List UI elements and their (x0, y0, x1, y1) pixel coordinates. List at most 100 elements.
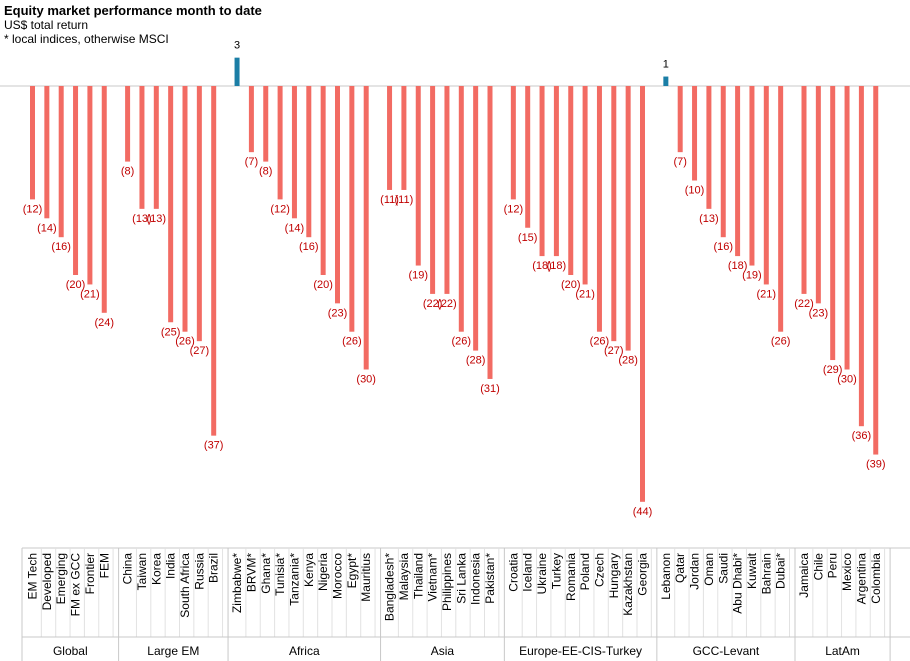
bar-mauritius (363, 86, 369, 370)
group-label-europe-ee-cis-turkey: Europe-EE-CIS-Turkey (519, 644, 642, 658)
bar-pakistan- (487, 86, 493, 379)
bar-korea (153, 86, 159, 209)
value-label: (13) (132, 213, 152, 225)
bar-bahrain (763, 86, 769, 285)
category-label: EM Tech (26, 553, 40, 599)
category-label: Oman (702, 553, 716, 586)
bar-jordan (692, 86, 698, 181)
category-label: South Africa (178, 553, 192, 618)
category-label: Jordan (688, 553, 702, 590)
category-label: Kenya (302, 553, 316, 587)
category-label: Egypt* (345, 553, 359, 589)
group-label-asia: Asia (431, 644, 455, 658)
category-label: Tunisia* (273, 553, 287, 596)
category-label: BRVM* (244, 553, 258, 592)
bar-qatar (677, 86, 683, 153)
value-label: (26) (590, 336, 610, 348)
bar-fm-ex-gcc (73, 86, 79, 275)
category-label: Hungary (607, 553, 621, 598)
value-label: (11) (380, 194, 399, 206)
value-label: (10) (685, 185, 705, 197)
category-label: Qatar (673, 553, 687, 583)
bar-vietnam- (430, 86, 436, 294)
value-label: (12) (23, 203, 43, 215)
value-label: (21) (575, 288, 595, 300)
value-label: (37) (204, 440, 224, 452)
bar-frontier (87, 86, 93, 285)
value-label: (22) (794, 298, 814, 310)
value-label: (19) (408, 270, 428, 282)
value-label: (26) (175, 336, 195, 348)
value-label: (18) (547, 260, 567, 272)
category-label: Ukraine (535, 553, 549, 595)
bar-kenya (306, 86, 312, 238)
bar-south-africa (182, 86, 188, 332)
category-label: Argentina (854, 553, 868, 605)
bar-emerging (58, 86, 64, 238)
value-label: (36) (852, 430, 872, 442)
value-label: 1 (663, 59, 669, 71)
bar-developed (44, 86, 50, 219)
bar-taiwan (139, 86, 145, 209)
value-label: (20) (561, 279, 581, 291)
category-label: Kuwait (745, 552, 759, 589)
value-label: (24) (94, 317, 114, 329)
category-label: Saudi (716, 553, 730, 584)
category-label: Nigeria (316, 553, 330, 591)
bar-colombia (873, 86, 879, 455)
value-label: (16) (51, 241, 71, 253)
value-label: (29) (823, 364, 843, 376)
category-label: Sri Lanka (454, 553, 468, 604)
category-label: Abu Dhabi* (731, 553, 745, 614)
value-label: (26) (771, 336, 791, 348)
bar-oman (706, 86, 712, 209)
value-label: (21) (80, 288, 100, 300)
chart-title: Equity market performance month to date (4, 3, 262, 18)
value-label: (7) (673, 156, 686, 168)
bar-em-tech (30, 86, 35, 200)
category-label: FEM (97, 553, 111, 578)
bar-brvm- (248, 86, 254, 153)
value-label: (14) (37, 222, 57, 234)
bar-morocco (335, 86, 340, 304)
bar-lebanon (663, 76, 669, 86)
value-label: (28) (466, 355, 486, 367)
category-label: FM ex GCC (69, 553, 83, 617)
value-label: (31) (480, 383, 500, 395)
bar-indonesia (473, 86, 479, 351)
category-label: Tanzania* (287, 553, 301, 606)
category-label: Korea (149, 553, 163, 585)
category-label: China (121, 553, 135, 585)
category-label: Russia (192, 553, 206, 590)
bar-kuwait (749, 86, 755, 266)
bar-philippines (444, 86, 450, 294)
category-label: Malaysia (397, 553, 411, 601)
bar-kazakhstan (625, 86, 631, 351)
bar-nigeria (320, 86, 326, 275)
value-label: (26) (342, 336, 362, 348)
value-label: (16) (299, 241, 319, 253)
bar-turkey (553, 86, 559, 257)
group-label-africa: Africa (289, 644, 320, 658)
bar-zimbabwe- (234, 57, 240, 86)
category-label: India (164, 553, 178, 579)
chart-note: * local indices, otherwise MSCI (4, 32, 169, 46)
value-label: (21) (757, 288, 777, 300)
value-label: (20) (313, 279, 333, 291)
category-label: Pakistan* (483, 553, 497, 604)
category-label: Philippines (440, 553, 454, 611)
category-label: Bahrain (759, 553, 773, 594)
category-label: Georgia (636, 553, 650, 596)
bar-iceland (525, 86, 531, 228)
category-label: Zimbabwe* (230, 553, 244, 613)
value-label: (18) (532, 260, 552, 272)
value-label: 3 (234, 40, 240, 52)
value-label: (12) (504, 203, 524, 215)
bar-tunisia- (277, 86, 283, 200)
bar-bangladesh- (387, 86, 393, 190)
category-label: Indonesia (469, 553, 483, 605)
category-label: Bangladesh* (383, 553, 397, 621)
bar-sri-lanka (458, 86, 464, 332)
